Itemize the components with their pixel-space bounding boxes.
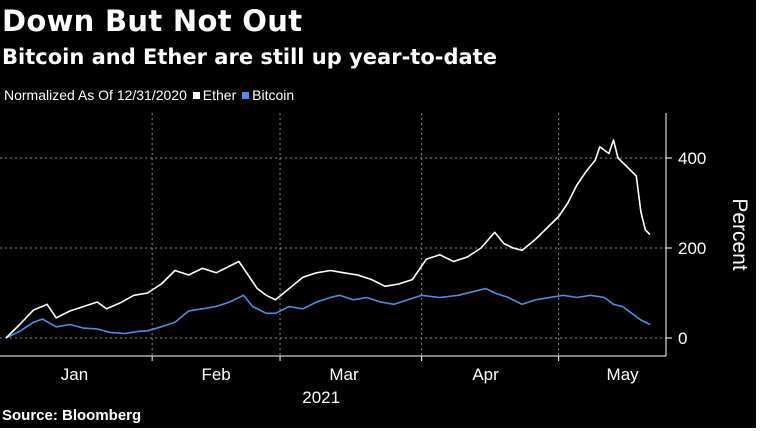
xtick-label-may: May: [607, 365, 640, 384]
source-note: Source: Bloomberg: [2, 407, 142, 424]
legend: Normalized As Of 12/31/2020 Ether Bitcoi…: [4, 87, 294, 103]
legend-swatch-ether: [192, 92, 200, 100]
legend-label-bitcoin: Bitcoin: [252, 87, 295, 103]
xtick-label-feb: Feb: [201, 365, 230, 384]
ytick-label-0: 0: [678, 329, 687, 348]
ytick-label-2: 400: [678, 149, 706, 168]
legend-label-ether: Ether: [202, 87, 237, 103]
xtick-label-jan: Jan: [61, 365, 88, 384]
legend-item-ether: Ether: [192, 87, 237, 103]
series-line-bitcoin: [5, 287, 651, 339]
legend-swatch-bitcoin: [242, 92, 250, 100]
series-line-ether: [5, 139, 651, 339]
xtick-label-mar: Mar: [329, 365, 359, 384]
y-axis-title: Percent: [728, 198, 751, 271]
chart-title: Down But Not Out: [2, 4, 303, 38]
x-axis-year-label: 2021: [302, 388, 340, 407]
legend-prefix: Normalized As Of 12/31/2020: [4, 87, 187, 103]
xtick-label-apr: Apr: [472, 365, 499, 384]
ytick-label-1: 200: [678, 239, 706, 258]
chart-subtitle: Bitcoin and Ether are still up year-to-d…: [2, 45, 497, 69]
legend-item-bitcoin: Bitcoin: [242, 87, 294, 103]
